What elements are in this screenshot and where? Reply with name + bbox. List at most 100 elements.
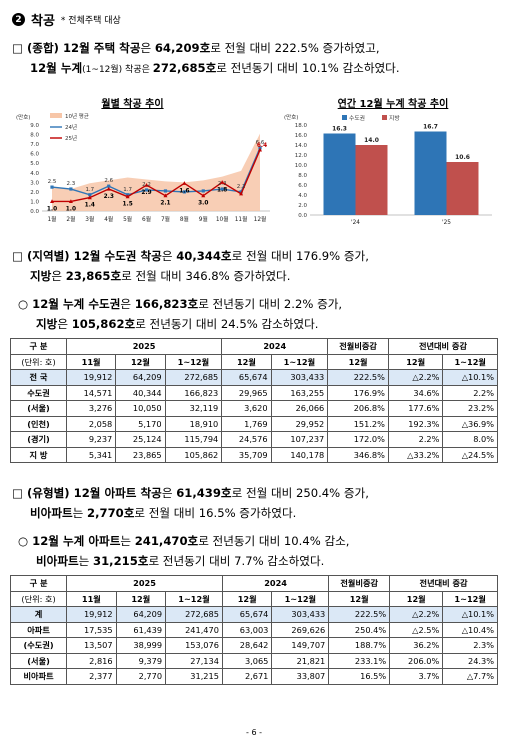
- text: 은: [161, 486, 177, 500]
- table-subheader: 11월: [65, 353, 117, 370]
- chart1-data-label-24: 2.3: [67, 181, 76, 187]
- text: 로 전년동기 대비 10.1% 감소하였다.: [216, 61, 400, 75]
- table-cell: 105,862: [164, 446, 223, 463]
- regional-paragraph: □ (지역별) 12월 수도권 착공은 40,344호로 전월 대비 176.9…: [12, 246, 504, 334]
- table-cell: 149,707: [271, 637, 330, 654]
- chart2-unit-label: (만호): [284, 113, 298, 121]
- chart1-point-24: [69, 187, 73, 191]
- table-cell: 34.6%: [387, 384, 444, 401]
- chart1-data-label-25: 3.0: [198, 201, 208, 207]
- row-label: (서울): [10, 400, 67, 417]
- table-cell: 64,209: [115, 606, 167, 623]
- table-cell: 222.5%: [327, 369, 389, 386]
- row-label: (수도권): [9, 637, 68, 654]
- row-label: 지 방: [10, 446, 67, 463]
- table-cell: 346.8%: [327, 446, 389, 463]
- chart1-data-label-25: 2.1: [160, 201, 170, 207]
- table-cell: 18,910: [164, 415, 223, 432]
- table-header-yoy: 전년대비 증감: [387, 338, 499, 355]
- chart1-point-25: [68, 199, 73, 204]
- chart2-bar: [446, 162, 479, 215]
- chart1-x-tick-label: 7월: [161, 215, 170, 223]
- text: 지방: [36, 317, 58, 331]
- table-subheader: 1~12월: [271, 590, 330, 607]
- table-row: (수도권) 13,507 38,999 153,076 28,642 149,707 188…: [9, 637, 498, 654]
- table-cell: 107,237: [270, 431, 329, 448]
- chart1-point-24: [163, 189, 168, 193]
- table-row: 아파트 17,535 61,439 241,470 63,003 269,626 250.4…: [9, 621, 498, 638]
- chart1-point-25: [163, 193, 168, 198]
- table-cell: 38,999: [115, 637, 167, 654]
- table-cell: 3,065: [221, 652, 273, 669]
- table-header-unit: (단위: 호): [9, 590, 68, 607]
- text: 로 전년동기 대비 10.4% 감소,: [198, 534, 350, 548]
- table-cell: 19,912: [66, 606, 117, 623]
- chart2-data-label: 14.0: [364, 137, 379, 144]
- chart2-data-label: 16.3: [332, 126, 347, 133]
- regional-line-3: ○ 12월 누계 수도권은 166,823호로 전년동기 대비 2.2% 증가,: [12, 294, 504, 314]
- type-line-1: □ (유형별) 12월 아파트 착공은 61,439호로 전월 대비 250.4…: [12, 483, 504, 503]
- chart2-data-label: 16.7: [423, 124, 438, 131]
- chart1-data-label-25: 1.8: [217, 187, 227, 193]
- table-cell: 16.5%: [328, 668, 391, 685]
- chart1-point-24: [50, 185, 54, 189]
- chart1-y-tick-label: 8.0: [30, 133, 39, 139]
- text: 은: [51, 269, 66, 283]
- chart1-x-tick-label: 10월: [216, 215, 229, 223]
- summary-line-1: □ (종합) 12월 주택 착공은 64,209호로 전월 대비 222.5% …: [12, 38, 502, 58]
- table-cell: 3,276: [65, 400, 117, 417]
- row-label: (경기): [10, 431, 67, 448]
- table-header-division: 구 분: [9, 575, 68, 592]
- table-cell: △10.4%: [442, 621, 498, 638]
- row-label: (인천): [10, 415, 67, 432]
- table-cell: 206.0%: [389, 652, 444, 669]
- text: 지방: [30, 269, 52, 283]
- chart2-y-tick-label: 2.0: [298, 203, 307, 209]
- table-cell: 31,215: [165, 668, 223, 685]
- text: 로 전월 대비 346.8% 증가하였다.: [121, 269, 291, 283]
- table-cell: 5,170: [115, 415, 166, 432]
- table-cell: 35,709: [221, 446, 272, 463]
- chart2-legend-label: 수도권: [349, 114, 365, 122]
- table-cell: 206.8%: [327, 400, 389, 417]
- table-subheader: 12월: [389, 590, 444, 607]
- chart1-data-label-24: 2.5: [48, 179, 57, 185]
- chart2-data-label: 10.6: [455, 154, 470, 161]
- table-cell: 23.2%: [442, 400, 498, 417]
- table-cell: 13,507: [66, 637, 117, 654]
- chart1-y-tick-label: 9.0: [30, 123, 39, 129]
- table-cell: 153,076: [165, 637, 223, 654]
- table-row: 전 국 19,912 64,209 272,685 65,674 303,433 222.5…: [10, 369, 498, 386]
- table-cell: 28,642: [221, 637, 273, 654]
- regional-line-1: □ (지역별) 12월 수도권 착공은 40,344호로 전월 대비 176.9…: [12, 246, 504, 266]
- table-cell: 10,050: [115, 400, 166, 417]
- table-subheader: 12월: [328, 590, 391, 607]
- table-cell: 115,794: [164, 431, 223, 448]
- chart2-y-tick-label: 4.0: [298, 193, 307, 199]
- chart1-y-tick-label: 3.0: [30, 180, 39, 186]
- table-cell: 303,433: [271, 606, 330, 623]
- chart1-point-25: [201, 193, 206, 198]
- chart2-y-tick-label: 18.0: [295, 123, 308, 129]
- text: 은: [57, 317, 72, 331]
- table-cell: 192.3%: [387, 415, 444, 432]
- text: 는: [120, 534, 135, 548]
- type-line-3: ○ 12월 누계 아파트는 241,470호로 전년동기 대비 10.4% 감소…: [12, 531, 504, 551]
- table-header-unit: (단위: 호): [10, 353, 67, 370]
- chart1-point-25: [144, 183, 149, 187]
- chart1-y-tick-label: 5.0: [30, 161, 39, 167]
- table-cell: △36.9%: [442, 415, 498, 432]
- chart1-data-label-24: 6.6: [256, 140, 265, 146]
- chart1-y-tick-label: 7.0: [30, 142, 39, 148]
- value: 61,439호: [176, 486, 232, 500]
- chart1-data-label-24: 2.2: [142, 182, 151, 188]
- chart2-y-tick-label: 8.0: [298, 173, 307, 179]
- chart1-unit-label: (만호): [16, 113, 30, 121]
- table-header-2024: 2024: [221, 338, 329, 355]
- chart1-point-25: [239, 191, 244, 196]
- value: 241,470호: [134, 534, 199, 548]
- value: 23,865호: [65, 269, 122, 283]
- chart1-data-label-25: 2.9: [141, 190, 151, 196]
- table-row: 지 방 5,341 23,865 105,862 35,709 140,178 346.8%…: [10, 446, 498, 463]
- type-paragraph: □ (유형별) 12월 아파트 착공은 61,439호로 전월 대비 250.4…: [12, 483, 504, 571]
